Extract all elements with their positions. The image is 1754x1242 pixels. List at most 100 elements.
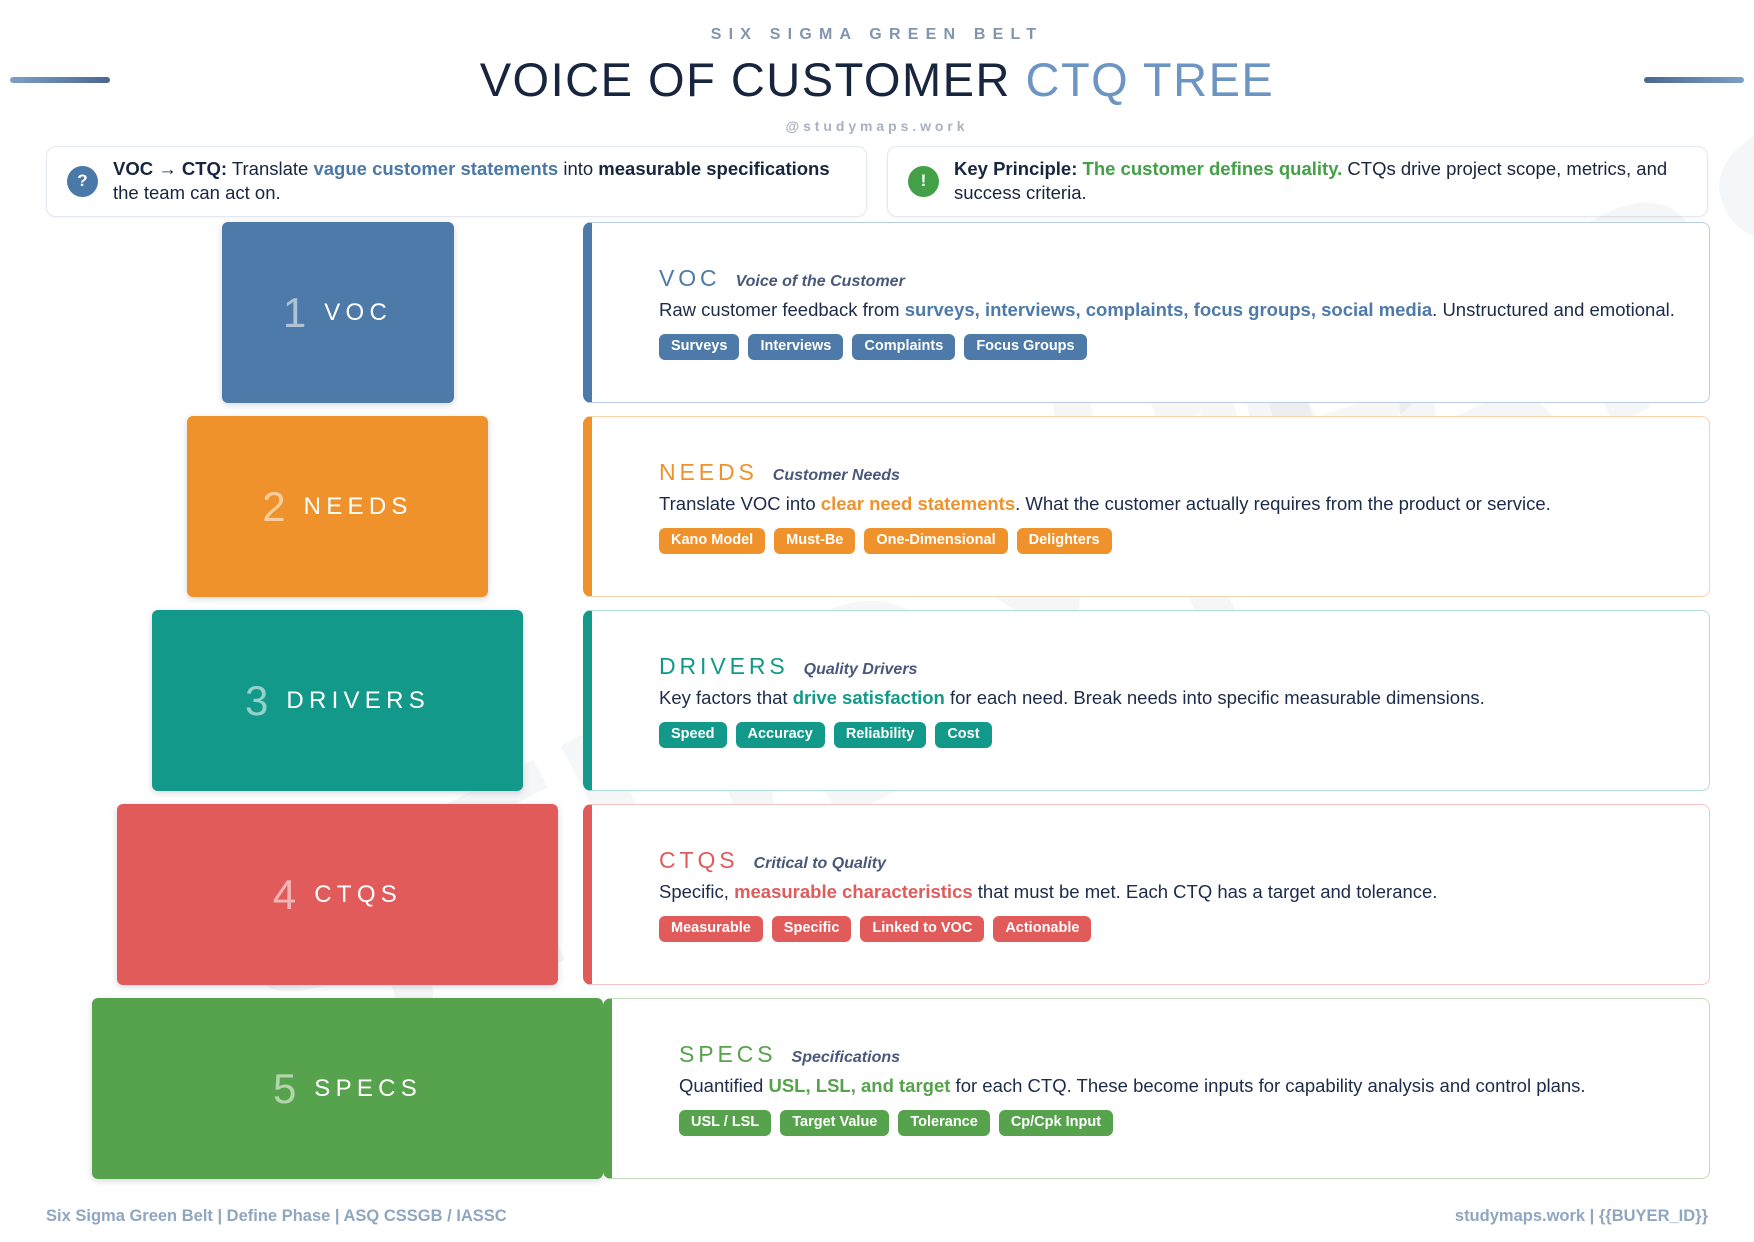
page-title-main: VOICE OF CUSTOMER <box>479 53 1011 106</box>
info-row: ? VOC → CTQ: Translate vague customer st… <box>46 146 1708 217</box>
question-icon: ? <box>67 165 98 197</box>
page-title-accent: CTQ TREE <box>1025 53 1275 106</box>
page-title-spacer <box>1011 53 1026 106</box>
text-segment: for each CTQ. These become inputs for ca… <box>950 1075 1586 1097</box>
text-segment: that must be met. Each CTQ has a target … <box>972 881 1438 903</box>
info-box-key-principle: ! Key Principle: The customer defines qu… <box>887 146 1708 217</box>
tag: Surveys <box>659 334 740 360</box>
tag-list: Kano Model Must-Be One-Dimensional Delighte… <box>659 528 1679 554</box>
social-handle: @studymaps.work <box>785 118 969 134</box>
card-head: DRIVERS Quality Drivers <box>659 653 1679 680</box>
level-label: SPECS <box>314 1074 423 1102</box>
card-subtitle: Specifications <box>791 1049 901 1067</box>
tag: Delighters <box>1016 528 1112 554</box>
info-text: VOC → CTQ: Translate vague customer stat… <box>113 157 846 206</box>
text-segment: USL, LSL, and target <box>768 1075 951 1097</box>
pyramid-block: 2 NEEDS <box>186 416 489 597</box>
card-title: SPECS <box>679 1041 777 1068</box>
text-segment: . What the customer actually requires fr… <box>1015 493 1551 515</box>
card-body: Specific, measurable characteristics tha… <box>659 880 1679 905</box>
pyramid-block-zone: 4 CTQS <box>0 804 583 985</box>
text-segment: Specific, <box>659 881 735 903</box>
pyramid-block-zone: 5 SPECS <box>0 998 603 1179</box>
title-row: VOICE OF CUSTOMER CTQ TREE <box>10 52 1744 107</box>
info-text: Key Principle: The customer defines qual… <box>954 157 1687 206</box>
text-segment: for each need. Break needs into specific… <box>944 687 1485 709</box>
kicker-text: SIX SIGMA GREEN BELT <box>710 26 1044 43</box>
tag: One-Dimensional <box>864 528 1008 554</box>
level-label: DRIVERS <box>286 686 430 714</box>
ctq-level-row: 5 SPECS SPECS Specifications Quantified … <box>0 998 1710 1179</box>
card-body: Quantified USL, LSL, and target for each… <box>679 1074 1679 1099</box>
card-title: DRIVERS <box>659 653 789 680</box>
ctq-level-row: 2 NEEDS NEEDS Customer Needs Translate V… <box>0 416 1710 597</box>
tag: Target Value <box>780 1110 890 1136</box>
info-box-voc-ctq: ? VOC → CTQ: Translate vague customer st… <box>46 146 867 217</box>
level-number: 5 <box>272 1064 297 1112</box>
card-head: NEEDS Customer Needs <box>659 459 1679 486</box>
tag: Interviews <box>748 334 844 360</box>
card-body: Translate VOC into clear need statements… <box>659 492 1679 517</box>
card-body: Raw customer feedback from surveys, inte… <box>659 298 1679 323</box>
title-rule-right <box>1644 76 1744 83</box>
text-segment: measurable specifications <box>598 158 830 179</box>
card-body: Key factors that drive satisfaction for … <box>659 686 1679 711</box>
text-segment: VOC → CTQ: <box>113 158 228 179</box>
pyramid-block-zone: 2 NEEDS <box>0 416 583 597</box>
text-segment: Translate <box>227 158 314 179</box>
level-label: VOC <box>324 298 393 326</box>
level-number: 4 <box>272 870 297 918</box>
text-segment: . Unstructured and emotional. <box>1432 299 1675 321</box>
pyramid-block-zone: 1 VOC <box>0 222 583 403</box>
text-segment: into <box>558 158 599 179</box>
tag-list: Speed Accuracy Reliability Cost <box>659 722 1679 748</box>
card-head: VOC Voice of the Customer <box>659 265 1679 292</box>
text-segment: vague customer statements <box>313 158 559 179</box>
tag: Specific <box>771 916 852 942</box>
level-card: CTQS Critical to Quality Specific, measu… <box>583 804 1710 985</box>
text-segment: Key Principle: <box>954 158 1078 179</box>
tag: Measurable <box>659 916 763 942</box>
card-title: VOC <box>659 265 721 292</box>
text-segment: Translate VOC into <box>659 493 821 515</box>
tag: Speed <box>659 722 727 748</box>
pyramid-block: 5 SPECS <box>92 998 603 1179</box>
tag: Reliability <box>833 722 927 748</box>
tag: Tolerance <box>898 1110 990 1136</box>
text-segment: Raw customer feedback from <box>659 299 905 321</box>
tag: Linked to VOC <box>860 916 985 942</box>
level-card: DRIVERS Quality Drivers Key factors that… <box>583 610 1710 791</box>
text-segment: surveys, interviews, complaints, focus g… <box>904 299 1433 321</box>
text-segment: the team can act on. <box>113 182 281 204</box>
tag: USL / LSL <box>679 1110 772 1136</box>
level-number: 1 <box>282 288 307 336</box>
text-segment: clear need statements <box>820 493 1016 515</box>
tag-list: Measurable Specific Linked to VOC Actionabl… <box>659 916 1679 942</box>
level-number: 3 <box>244 676 269 724</box>
text-segment: drive satisfaction <box>792 687 945 709</box>
level-card: SPECS Specifications Quantified USL, LSL… <box>603 998 1710 1179</box>
pyramid-block-zone: 3 DRIVERS <box>0 610 583 791</box>
footer-right: studymaps.work | {{BUYER_ID}} <box>1454 1207 1708 1225</box>
footer-left: Six Sigma Green Belt | Define Phase | AS… <box>46 1207 507 1225</box>
card-head: SPECS Specifications <box>679 1041 1679 1068</box>
card-title: CTQS <box>659 847 739 874</box>
tag: Cp/Cpk Input <box>998 1110 1114 1136</box>
tag: Accuracy <box>735 722 825 748</box>
text-segment: Quantified <box>679 1075 769 1097</box>
level-label: NEEDS <box>303 492 413 520</box>
page-title: VOICE OF CUSTOMER CTQ TREE <box>110 52 1644 107</box>
tag: Kano Model <box>659 528 766 554</box>
level-card: VOC Voice of the Customer Raw customer f… <box>583 222 1710 403</box>
tag: Cost <box>935 722 992 748</box>
pyramid-block: 4 CTQS <box>116 804 559 985</box>
title-rule-left <box>10 76 110 83</box>
text-segment: CTQs drive project scope, metrics, and s… <box>954 158 1668 204</box>
pyramid-block: 3 DRIVERS <box>151 610 524 791</box>
card-subtitle: Quality Drivers <box>803 661 918 679</box>
level-label: CTQS <box>314 880 403 908</box>
text-segment: measurable characteristics <box>734 881 973 903</box>
card-head: CTQS Critical to Quality <box>659 847 1679 874</box>
ctq-level-row: 1 VOC VOC Voice of the Customer Raw cust… <box>0 222 1710 403</box>
